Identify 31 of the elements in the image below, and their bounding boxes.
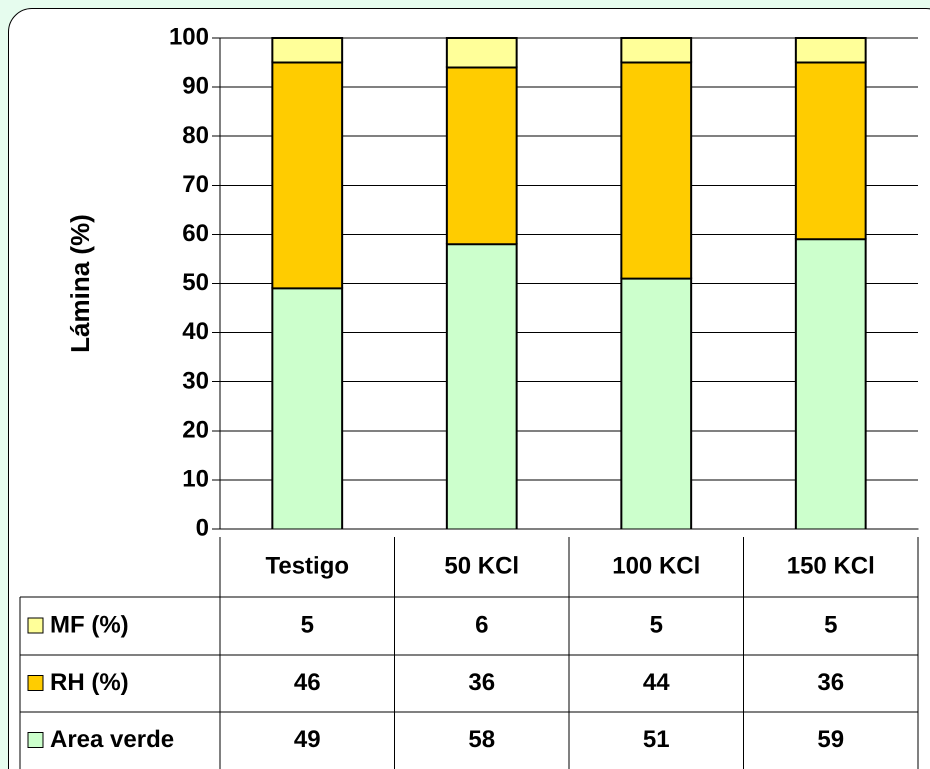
data-label: 44 — [642, 669, 670, 696]
y-tick-label: 60 — [182, 220, 209, 248]
y-tick-label: 90 — [182, 72, 209, 100]
y-tick-label: 80 — [182, 122, 209, 149]
legend-label: MF (%) — [50, 612, 129, 639]
x-tick-label: 150 KCl — [786, 552, 875, 580]
y-tick-label: 30 — [182, 367, 209, 394]
data-label: 5 — [824, 612, 838, 639]
x-tick-label: 100 KCl — [612, 552, 700, 580]
y-tick-label: 100 — [168, 24, 209, 51]
data-label: 36 — [468, 669, 496, 696]
data-label: 51 — [642, 726, 670, 754]
y-tick-label: 40 — [182, 318, 209, 346]
data-label: 6 — [475, 612, 488, 639]
y-axis-title: Lámina (%) — [64, 214, 95, 353]
data-label: 59 — [817, 726, 844, 754]
data-label: 58 — [468, 726, 496, 754]
legend-label: RH (%) — [50, 669, 129, 696]
y-tick-label: 0 — [196, 514, 209, 542]
data-label: 5 — [650, 612, 663, 639]
y-tick-label: 50 — [182, 269, 209, 296]
legend-label: Area verde — [50, 726, 174, 754]
data-label: 5 — [300, 612, 314, 639]
data-label: 49 — [294, 726, 321, 754]
x-tick-label: 50 KCl — [444, 552, 520, 580]
y-tick-label: 10 — [182, 466, 209, 493]
data-label: 46 — [294, 669, 321, 696]
y-tick-label: 70 — [182, 170, 209, 198]
data-label: 36 — [817, 669, 844, 696]
x-tick-label: Testigo — [265, 552, 350, 580]
y-tick-label: 20 — [182, 416, 209, 444]
